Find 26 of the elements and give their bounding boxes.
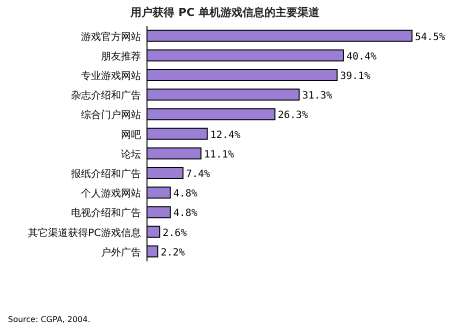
y-tick-label: 游戏官方网站 [81,30,141,43]
y-tick-label: 其它渠道获得PC游戏信息 [28,226,141,239]
y-tick-label: 个人游戏网站 [81,188,141,200]
y-tick-label: 专业游戏网站 [81,70,141,82]
data-label: 4.8% [173,188,198,200]
data-label: 11.1% [204,149,234,160]
data-label: 31.3% [302,90,332,102]
data-label: 40.4% [346,51,377,62]
data-label: 2.6% [162,228,187,239]
y-tick-label: 综合门户网站 [81,109,141,122]
data-label: 39.1% [340,71,370,82]
data-label: 7.4% [186,169,210,180]
chart-title: 用户获得 PC 单机游戏信息的主要渠道 [130,6,320,19]
data-label: 4.8% [173,208,198,220]
y-tick-label: 电视介绍和广告 [71,207,141,220]
data-label: 54.5% [415,32,446,43]
y-tick-label: 朋友推荐 [101,50,141,62]
y-tick-label: 网吧 [121,130,141,141]
source-note: Source: CGPA, 2004. [8,315,90,324]
data-label: 26.3% [278,110,308,122]
y-tick-label: 户外广告 [101,246,141,258]
y-tick-label: 报纸介绍和广告 [70,168,141,180]
y-tick-label: 论坛 [121,148,141,160]
data-label: 12.4% [210,130,240,141]
data-label: 2.2% [160,247,185,258]
y-tick-label: 杂志介绍和广告 [71,90,141,102]
